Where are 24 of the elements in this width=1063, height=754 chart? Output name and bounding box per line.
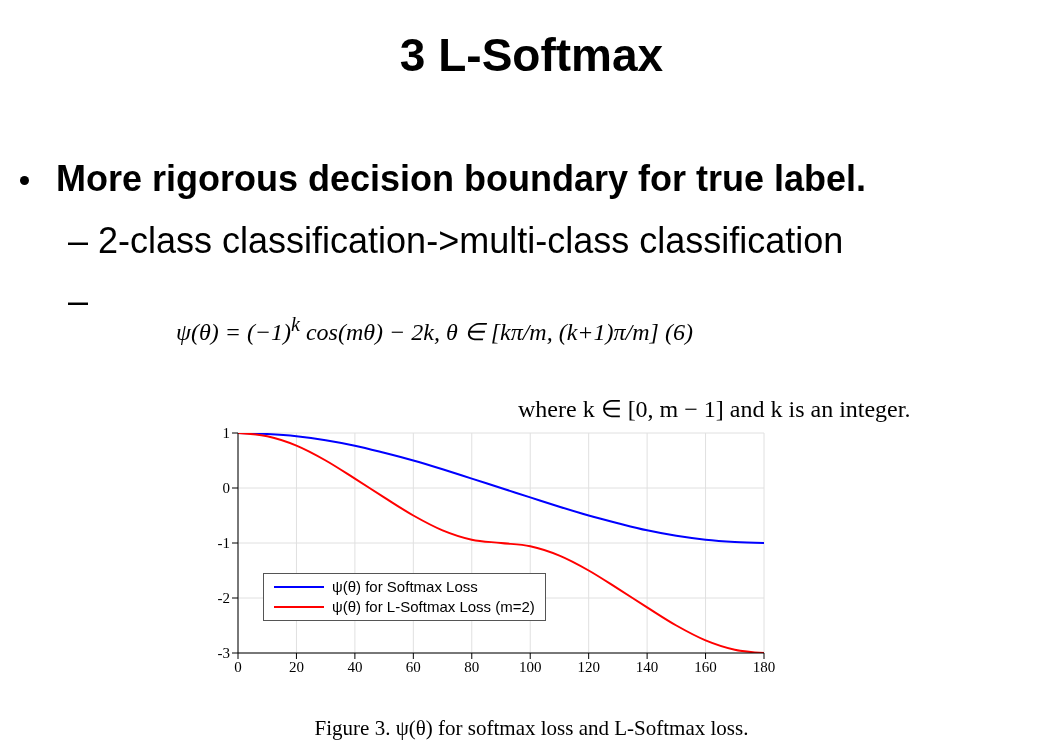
x-tick-label: 0 <box>234 658 242 675</box>
y-tick-label: -2 <box>217 590 230 607</box>
y-tick-label: 0 <box>222 480 230 497</box>
text: ψ(θ) = (−1)$^{k}$ cos(mθ) − 2k, θ ∈ [kπ/m, (k+1)π/m] (6) <box>176 313 693 346</box>
x-tick-label: 80 <box>464 658 480 675</box>
legend-label: ψ(θ) for L-Softmax Loss (m=2) <box>332 597 535 617</box>
x-tick-label: 160 <box>694 658 717 675</box>
y-tick-label: 1 <box>222 425 230 442</box>
x-tick-label: 100 <box>518 658 542 675</box>
y-tick-label: -1 <box>217 535 230 552</box>
legend-label: ψ(θ) for Softmax Loss <box>332 577 478 597</box>
text: – <box>68 280 89 322</box>
text: More rigorous decision boundary for true label. <box>56 158 867 200</box>
caption: Figure 3. ψ(θ) for softmax loss and L-Softmax loss. <box>313 716 750 741</box>
text: – 2-class classification->multi-class classification <box>68 220 844 262</box>
x-tick-label: 120 <box>577 658 600 675</box>
chart-title: 3 L-Softmax <box>398 28 665 82</box>
x-tick-label: 40 <box>347 658 363 675</box>
y-tick-label: -3 <box>217 645 230 662</box>
x-tick-label: 60 <box>405 658 421 675</box>
text: where k ∈ [0, m − 1] and k is an integer. <box>518 395 911 423</box>
x-tick-label: 20 <box>288 658 304 675</box>
x-tick-label: 180 <box>752 658 776 675</box>
x-tick-label: 140 <box>635 658 659 675</box>
